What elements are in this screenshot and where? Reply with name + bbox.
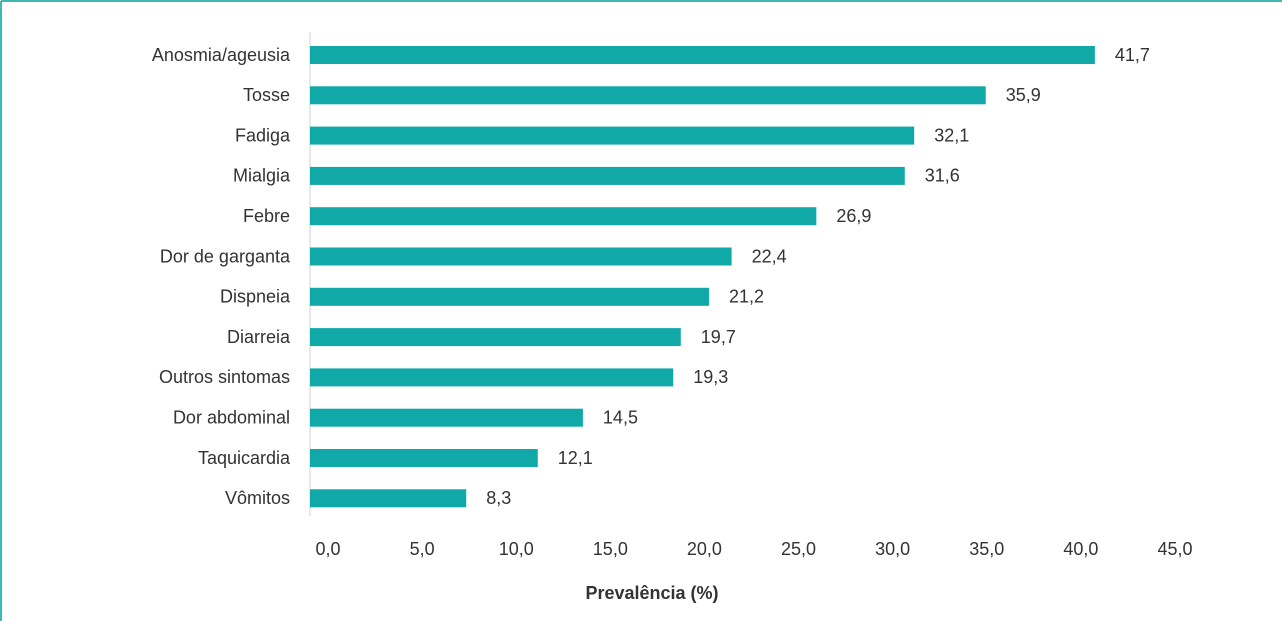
bar xyxy=(310,489,467,508)
y-tick-label: Anosmia/ageusia xyxy=(152,45,291,65)
x-tick-label: 0,0 xyxy=(315,539,340,559)
x-tick-label: 15,0 xyxy=(593,539,628,559)
y-tick-label: Mialgia xyxy=(233,166,291,186)
value-label: 8,3 xyxy=(486,488,511,508)
bar xyxy=(310,449,538,467)
y-tick-label: Dor abdominal xyxy=(173,407,290,427)
y-tick-label: Outros sintomas xyxy=(159,367,290,387)
bar xyxy=(310,368,674,387)
bar xyxy=(310,86,986,105)
bar xyxy=(310,247,732,266)
y-tick-label: Dispneia xyxy=(220,287,291,307)
x-tick-label: 5,0 xyxy=(410,539,435,559)
y-tick-label: Febre xyxy=(243,206,290,226)
bar xyxy=(310,328,681,347)
bar xyxy=(310,166,905,185)
x-tick-label: 35,0 xyxy=(969,539,1004,559)
value-label: 32,1 xyxy=(934,125,969,145)
value-label: 26,9 xyxy=(836,206,871,226)
bar xyxy=(310,408,583,427)
bar xyxy=(310,287,710,306)
y-tick-label: Fadiga xyxy=(235,125,291,145)
value-label: 19,3 xyxy=(693,367,728,387)
y-tick-label: Tosse xyxy=(243,85,290,105)
y-tick-label: Vômitos xyxy=(225,488,290,508)
bar xyxy=(310,207,817,226)
y-tick-label: Diarreia xyxy=(227,327,291,347)
value-label: 35,9 xyxy=(1006,85,1041,105)
value-label: 22,4 xyxy=(752,246,787,266)
y-tick-label: Taquicardia xyxy=(198,448,291,468)
value-label: 21,2 xyxy=(729,287,764,307)
value-label: 31,6 xyxy=(925,166,960,186)
x-tick-label: 40,0 xyxy=(1063,539,1098,559)
x-axis-title: Prevalência (%) xyxy=(585,583,718,603)
bar xyxy=(310,126,915,145)
y-tick-label: Dor de garganta xyxy=(160,246,291,266)
value-label: 41,7 xyxy=(1115,45,1150,65)
x-tick-label: 45,0 xyxy=(1157,539,1192,559)
x-tick-label: 30,0 xyxy=(875,539,910,559)
value-label: 14,5 xyxy=(603,407,638,427)
x-tick-label: 20,0 xyxy=(687,539,722,559)
value-label: 19,7 xyxy=(701,327,736,347)
value-label: 12,1 xyxy=(558,448,593,468)
x-tick-label: 10,0 xyxy=(499,539,534,559)
bar xyxy=(310,46,1095,64)
x-tick-label: 25,0 xyxy=(781,539,816,559)
